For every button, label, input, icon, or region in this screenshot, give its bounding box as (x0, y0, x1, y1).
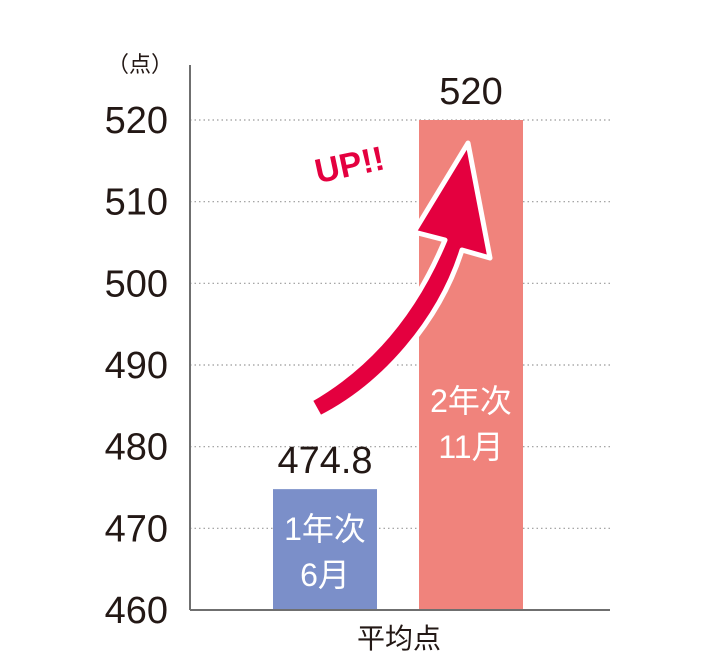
y-tick-label: 520 (105, 100, 168, 142)
y-tick-label: 470 (105, 508, 168, 550)
y-tick-label: 510 (105, 182, 168, 224)
y-tick-label: 490 (105, 345, 168, 387)
x-axis-category: 平均点 (357, 623, 441, 654)
y-tick-label: 460 (105, 590, 168, 632)
bar-value-label: 520 (439, 71, 502, 113)
bar (273, 489, 377, 610)
y-axis-ticks: 460 470 480 490 500 510 520 (105, 100, 168, 632)
y-tick-label: 500 (105, 263, 168, 305)
bar-label-line2: 6月 (300, 557, 350, 593)
bar-label-line1: 1年次 (284, 511, 366, 547)
bar-label-line2: 11月 (438, 429, 503, 465)
up-arrow (307, 140, 493, 421)
bar-label-line1: 2年次 (430, 383, 512, 419)
up-annotation: UP!! (312, 139, 388, 191)
y-tick-label: 480 (105, 427, 168, 469)
y-axis-unit: （点） (107, 52, 173, 77)
bar-value-label: 474.8 (277, 440, 372, 482)
